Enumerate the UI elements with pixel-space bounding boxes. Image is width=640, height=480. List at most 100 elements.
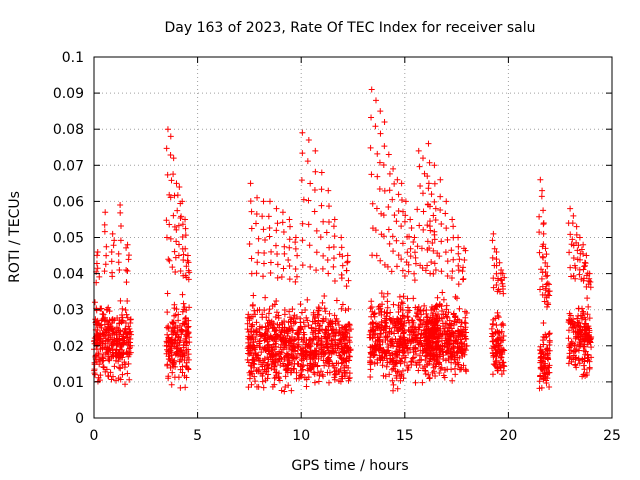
data-point <box>331 374 338 381</box>
data-point <box>110 349 117 356</box>
data-point <box>185 346 192 353</box>
data-point <box>456 256 463 263</box>
data-point <box>326 332 333 339</box>
data-point <box>290 365 297 372</box>
data-point <box>168 177 175 184</box>
data-point <box>109 273 116 280</box>
data-point <box>579 373 586 380</box>
data-point <box>257 370 264 377</box>
data-point <box>463 309 470 316</box>
data-point <box>179 328 186 335</box>
data-point <box>495 342 502 349</box>
data-point <box>164 309 171 316</box>
data-point <box>124 370 131 377</box>
data-point <box>111 237 118 244</box>
data-point <box>260 260 267 267</box>
data-point <box>283 350 290 357</box>
x-tick-label: 0 <box>90 428 99 444</box>
data-point <box>293 369 300 376</box>
data-point <box>126 376 133 383</box>
data-point <box>538 275 545 282</box>
data-point <box>436 369 443 376</box>
data-point <box>250 328 257 335</box>
data-point <box>426 245 433 252</box>
data-point <box>410 326 417 333</box>
data-point <box>432 267 439 274</box>
data-point <box>393 348 400 355</box>
data-point <box>183 320 190 327</box>
data-point <box>165 335 172 342</box>
data-point <box>580 362 587 369</box>
data-point <box>396 293 403 300</box>
data-point <box>447 322 454 329</box>
data-point <box>119 318 126 325</box>
data-point <box>331 216 338 223</box>
data-point <box>435 341 442 348</box>
data-point <box>419 265 426 272</box>
data-point <box>585 337 592 344</box>
data-point <box>419 155 426 162</box>
y-tick-label: 0.06 <box>53 194 84 210</box>
data-point <box>330 244 337 251</box>
data-point <box>179 291 186 298</box>
data-point <box>406 233 413 240</box>
data-point <box>308 324 315 331</box>
data-point <box>102 314 109 321</box>
data-point <box>380 233 387 240</box>
data-point <box>166 221 173 228</box>
data-point <box>106 356 113 363</box>
data-point <box>182 315 189 322</box>
data-point <box>376 337 383 344</box>
data-point <box>431 180 438 187</box>
data-point <box>566 342 573 349</box>
data-point <box>265 213 272 220</box>
data-point <box>103 366 110 373</box>
data-point <box>570 356 577 363</box>
data-point <box>433 351 440 358</box>
data-point <box>289 346 296 353</box>
data-point <box>445 337 452 344</box>
data-point <box>543 273 550 280</box>
data-point <box>399 367 406 374</box>
data-point <box>388 317 395 324</box>
data-point <box>163 145 170 152</box>
data-point <box>175 317 182 324</box>
data-point <box>399 267 406 274</box>
data-point <box>125 323 132 330</box>
data-point <box>415 324 422 331</box>
data-point <box>280 346 287 353</box>
data-point <box>322 308 329 315</box>
data-point <box>536 213 543 220</box>
data-point <box>434 322 441 329</box>
data-point <box>584 295 591 302</box>
data-point <box>338 373 345 380</box>
data-point <box>244 320 251 327</box>
data-point <box>287 337 294 344</box>
data-point <box>572 328 579 335</box>
data-point <box>281 250 288 257</box>
data-point <box>431 356 438 363</box>
data-point <box>265 325 272 332</box>
data-point <box>462 314 469 321</box>
data-point <box>422 357 429 364</box>
data-point <box>443 306 450 313</box>
data-point <box>444 314 451 321</box>
data-point <box>247 342 254 349</box>
data-point <box>342 323 349 330</box>
data-point <box>417 317 424 324</box>
data-point <box>182 232 189 239</box>
data-point <box>570 255 577 262</box>
data-point <box>298 367 305 374</box>
data-point <box>385 151 392 158</box>
data-point <box>330 362 337 369</box>
data-point <box>272 340 279 347</box>
data-point <box>260 226 267 233</box>
data-point <box>286 308 293 315</box>
data-point <box>572 275 579 282</box>
data-point <box>368 114 375 121</box>
data-point <box>541 298 548 305</box>
data-point <box>501 363 508 370</box>
data-point <box>538 266 545 273</box>
data-point <box>389 319 396 326</box>
data-point <box>119 354 126 361</box>
